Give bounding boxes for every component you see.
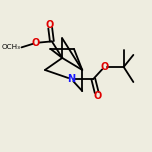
Text: O: O bbox=[100, 62, 109, 72]
Text: O: O bbox=[93, 91, 102, 101]
Text: OCH₃: OCH₃ bbox=[2, 44, 21, 50]
Text: O: O bbox=[32, 38, 40, 48]
Text: N: N bbox=[67, 74, 75, 84]
Text: O: O bbox=[46, 20, 54, 30]
